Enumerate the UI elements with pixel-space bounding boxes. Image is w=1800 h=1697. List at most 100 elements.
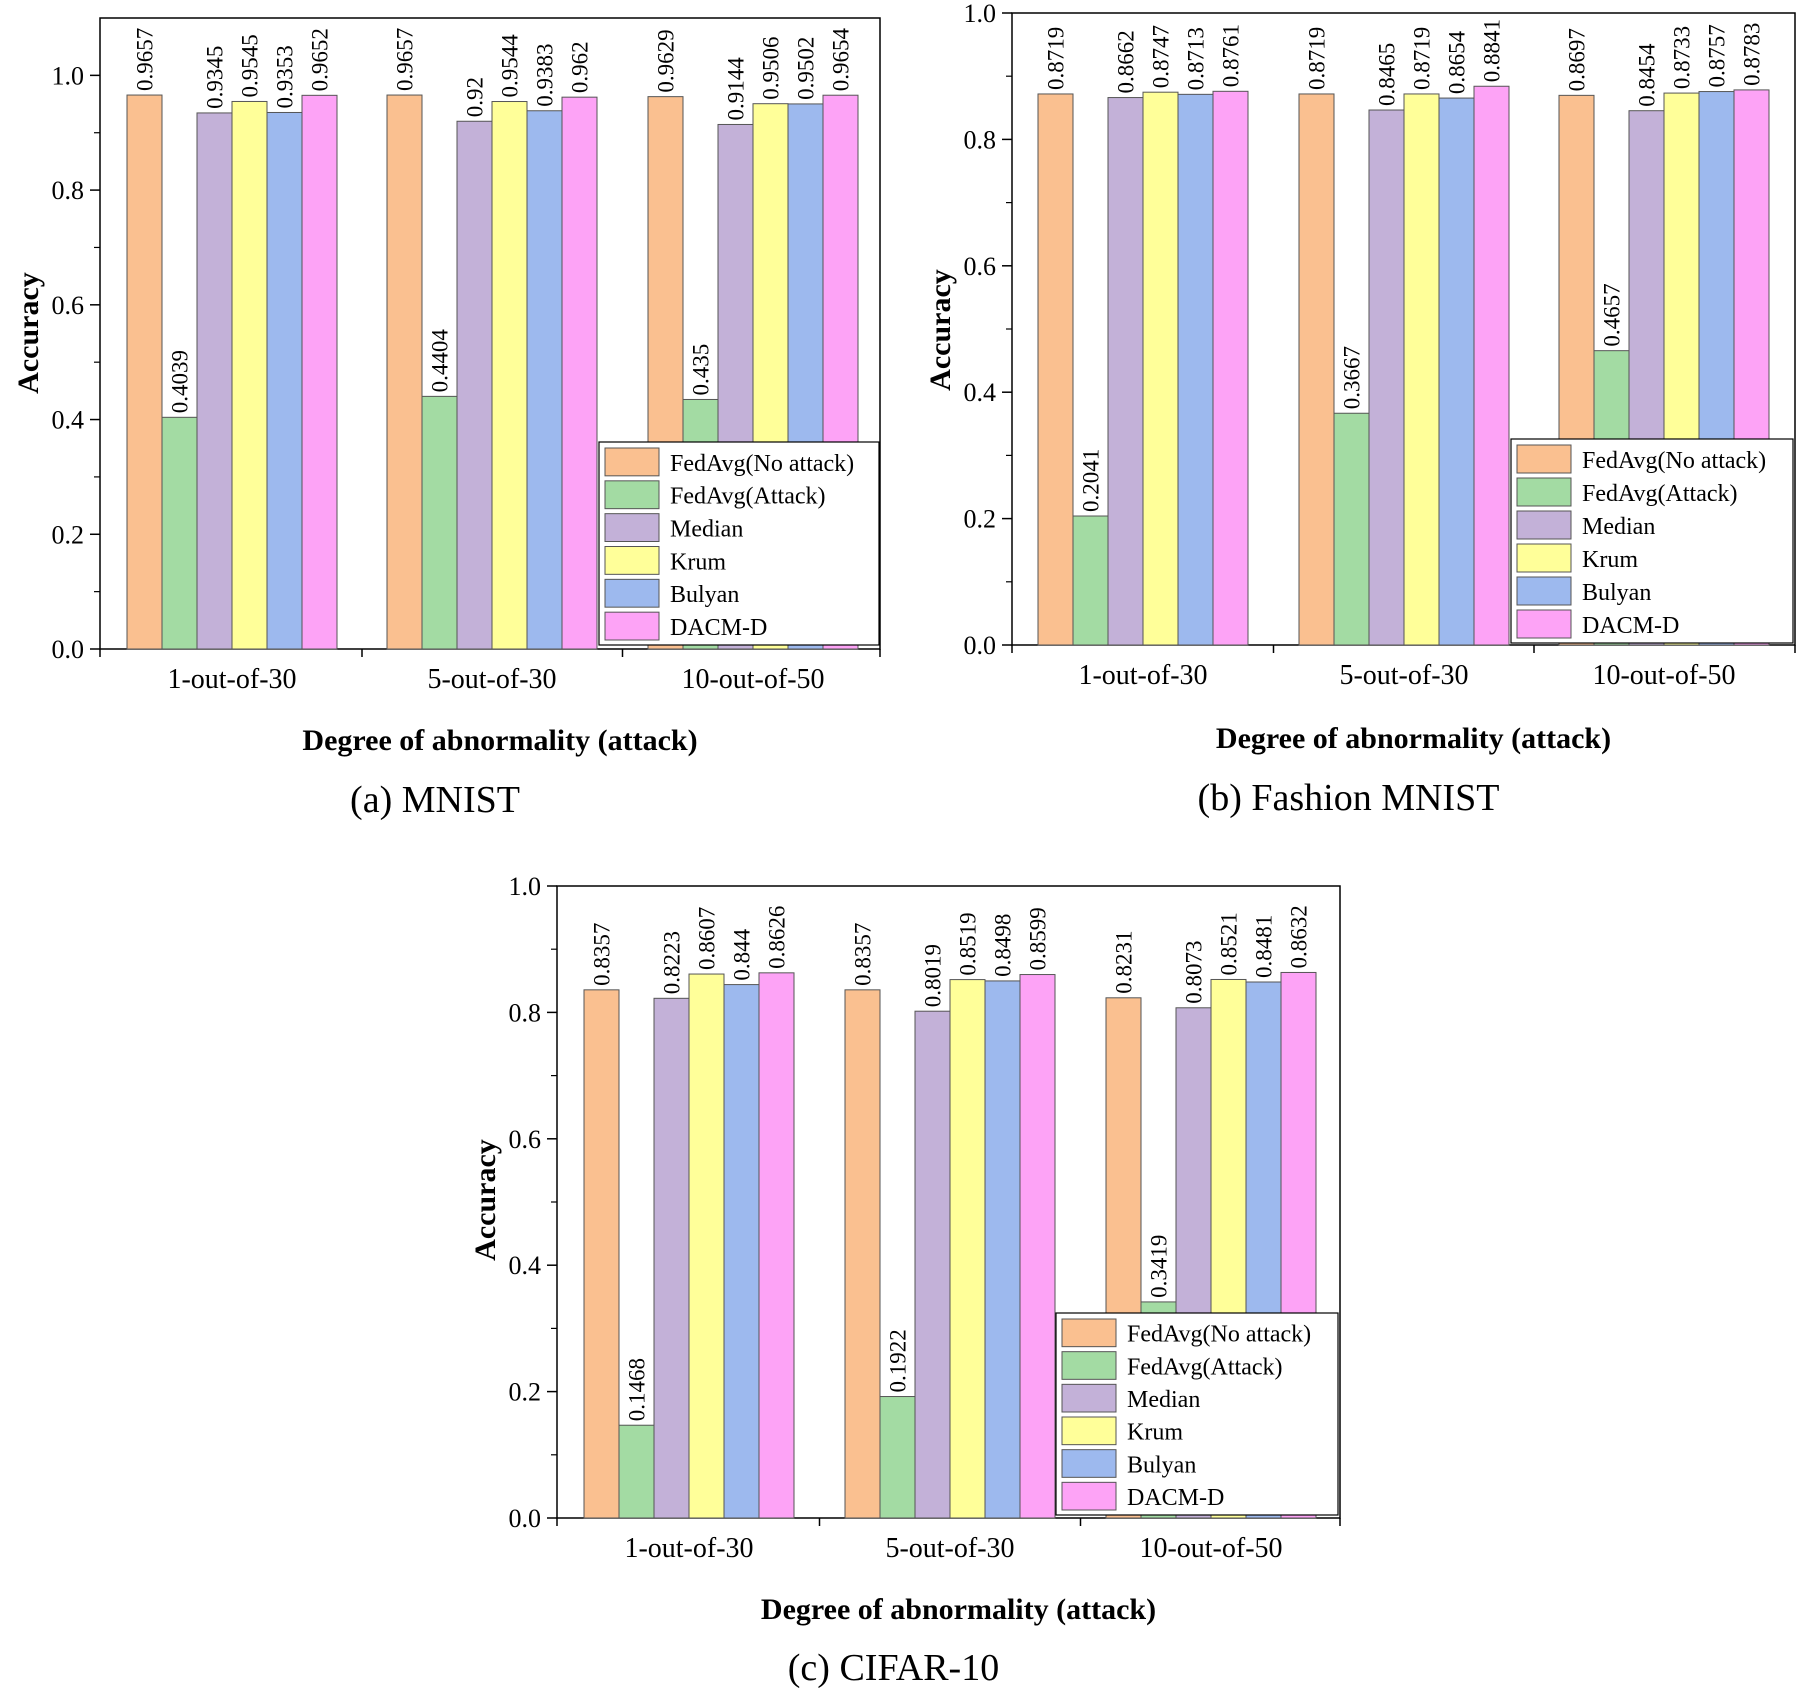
bar (561, 96, 598, 650)
y-tick-label: 0.8 (52, 176, 85, 205)
bar (1019, 974, 1056, 1519)
x-category-label: 5-out-of-30 (885, 1533, 1014, 1564)
bar-value-label: 0.962 (568, 41, 593, 93)
legend-label: Krum (670, 549, 726, 575)
legend-swatch (1516, 609, 1572, 639)
legend: FedAvg(No attack) FedAvg(Attack) Median Kru… (598, 441, 880, 646)
legend-swatch (604, 447, 660, 477)
chart-caption: (c) CIFAR-10 (788, 1647, 999, 1689)
bar (386, 94, 423, 650)
bar-value-label: 0.9654 (829, 27, 854, 91)
legend-label: DACM-D (670, 615, 767, 641)
bar-value-label: 0.9545 (238, 34, 263, 97)
legend-swatch (604, 480, 660, 510)
legend-swatch (1061, 1351, 1117, 1380)
bar-value-label: 0.9383 (533, 44, 558, 107)
chart-panel-2: 0.0 0.2 0.4 0.6 0.8 1.0 1-out-of-30 5-out-of-30… (924, 0, 1796, 819)
legend-swatch (604, 611, 660, 641)
x-axis-title: Degree of abnormality (attack) (302, 724, 697, 757)
bar (421, 395, 458, 650)
x-category-label: 1-out-of-30 (624, 1533, 753, 1564)
bar-value-label: 0.9506 (759, 36, 784, 99)
x-axis-title: Degree of abnormality (attack) (761, 1593, 1156, 1626)
bar-value-label: 0.9502 (794, 37, 819, 100)
y-tick-label: 0.2 (964, 505, 997, 534)
bar-value-label: 0.8733 (1670, 26, 1695, 89)
y-tick-label: 0.0 (52, 635, 85, 664)
y-axis-title: Accuracy (469, 1139, 502, 1261)
legend: FedAvg(No attack) FedAvg(Attack) Median Kru… (1510, 438, 1794, 644)
y-axis-title: Accuracy (12, 272, 45, 394)
bar-value-label: 0.8719 (1410, 27, 1435, 90)
legend-swatch (1516, 543, 1572, 573)
x-axis-title: Degree of abnormality (attack) (1216, 722, 1611, 755)
legend-label: DACM-D (1127, 1485, 1224, 1511)
legend-label: FedAvg(No attack) (1127, 1322, 1311, 1348)
bar-value-label: 0.8654 (1445, 30, 1470, 94)
bar-value-label: 0.8223 (660, 931, 685, 994)
bar (1298, 93, 1335, 646)
legend-label: Median (1127, 1387, 1200, 1413)
bar-value-label: 0.8465 (1375, 43, 1400, 106)
bar-value-label: 0.9144 (724, 57, 749, 121)
bar-value-label: 0.4039 (168, 350, 193, 413)
bar (758, 972, 795, 1519)
bar-value-label: 0.8599 (1026, 907, 1051, 970)
bar (688, 973, 725, 1519)
chart-panel-1: 0.0 0.2 0.4 0.6 0.8 1.0 1-out-of-30 5-out-of-30… (12, 17, 881, 821)
bar-value-label: 0.8357 (851, 923, 876, 986)
bar-value-label: 0.3419 (1147, 1235, 1172, 1298)
bar-value-label: 0.4657 (1600, 283, 1625, 346)
y-tick-label: 0.0 (964, 631, 997, 660)
chart-panel-3: 0.0 0.2 0.4 0.6 0.8 1.0 1-out-of-30 5-out-of-30… (469, 872, 1341, 1689)
bar-value-label: 0.9657 (133, 28, 158, 91)
bar-value-label: 0.9657 (393, 28, 418, 91)
bar-value-label: 0.8519 (956, 912, 981, 975)
bar-value-label: 0.8662 (1114, 30, 1139, 93)
bar (491, 101, 528, 650)
bar-value-label: 0.8841 (1480, 19, 1505, 82)
chart-caption: (b) Fashion MNIST (1198, 777, 1500, 819)
bar (1107, 97, 1144, 646)
bar-value-label: 0.9353 (273, 45, 298, 108)
bar-value-label: 0.8761 (1219, 24, 1244, 87)
legend-label: Bulyan (1582, 580, 1651, 606)
bar-value-label: 0.9629 (654, 29, 679, 92)
bar-value-label: 0.8498 (991, 914, 1016, 977)
bar (653, 997, 690, 1519)
x-category-label: 10-out-of-50 (681, 664, 824, 695)
bar-value-label: 0.4404 (428, 329, 453, 393)
legend-swatch (604, 546, 660, 575)
bar-value-label: 0.8626 (765, 906, 790, 969)
y-tick-label: 1.0 (509, 872, 542, 901)
bar-value-label: 0.8747 (1149, 25, 1174, 88)
chart-caption: (a) MNIST (350, 779, 520, 821)
bar (161, 416, 198, 650)
bar (526, 110, 563, 650)
bar (984, 980, 1021, 1519)
legend-swatch (1061, 1318, 1117, 1348)
bar-value-label: 0.8713 (1184, 27, 1209, 90)
bar-value-label: 0.1922 (886, 1329, 911, 1392)
bar-value-label: 0.8357 (590, 923, 615, 986)
bar (1142, 91, 1179, 646)
y-tick-label: 1.0 (964, 0, 997, 28)
legend-label: Krum (1127, 1420, 1183, 1446)
y-tick-label: 0.4 (52, 406, 85, 435)
bar-value-label: 0.8521 (1217, 912, 1242, 975)
bar (949, 979, 986, 1519)
bar (879, 1396, 916, 1519)
legend-label: FedAvg(Attack) (670, 484, 826, 510)
bar-value-label: 0.8607 (695, 907, 720, 970)
bar-value-label: 0.3667 (1340, 346, 1365, 409)
bar-value-label: 0.8783 (1740, 23, 1765, 86)
bar (1072, 515, 1109, 646)
legend-label: Bulyan (1127, 1452, 1196, 1478)
bar-value-label: 0.8454 (1635, 43, 1660, 107)
x-category-label: 5-out-of-30 (1339, 660, 1468, 691)
legend-swatch (1516, 510, 1572, 540)
x-category-label: 10-out-of-50 (1139, 1533, 1282, 1564)
bar (1037, 93, 1074, 646)
bar-value-label: 0.8019 (921, 944, 946, 1007)
